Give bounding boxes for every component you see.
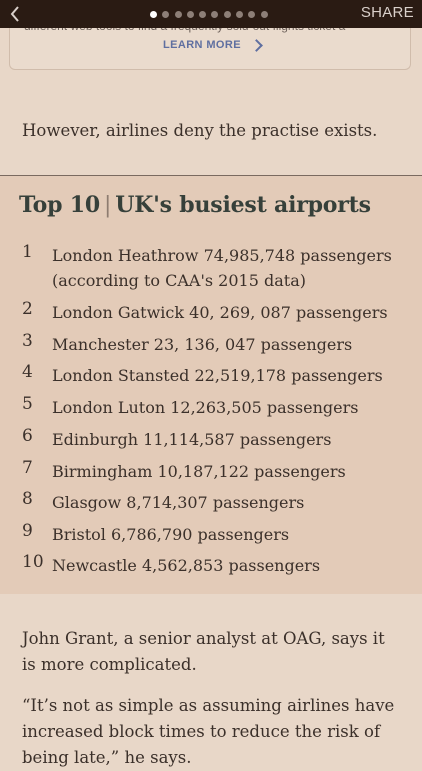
article-paragraph: However, airlines deny the practise exis…	[22, 121, 378, 140]
page-dot	[236, 11, 244, 18]
top10-entry: London Luton 12,263,505 passengers	[52, 398, 359, 417]
top-bar: SHARE	[0, 0, 422, 28]
top10-rank: 7	[22, 458, 33, 478]
top10-entry: London Heathrow 74,985,748 passengers (a…	[52, 246, 392, 290]
top10-entry: Birmingham 10,187,122 passengers	[52, 462, 346, 481]
top10-rank: 6	[22, 426, 33, 446]
top10-rank: 2	[22, 299, 33, 319]
back-button[interactable]	[2, 0, 28, 28]
top10-rank: 1	[22, 242, 33, 262]
top10-box: Top 10 | UK's busiest airports 1 London Hea…	[0, 175, 422, 594]
chevron-left-icon	[10, 6, 19, 22]
top10-entry: London Gatwick 40, 269, 087 passengers	[52, 303, 388, 322]
top10-title-separator: |	[103, 193, 112, 218]
top10-entry: Edinburgh 11,114,587 passengers	[52, 430, 332, 449]
top10-entry: Manchester 23, 136, 047 passengers	[52, 335, 353, 354]
top10-title-main: Top 10	[19, 192, 100, 218]
top10-entry: Newcastle 4,562,853 passengers	[52, 556, 321, 575]
page-dot	[174, 11, 182, 18]
top10-title-sub: UK's busiest airports	[115, 192, 371, 218]
top10-title: Top 10 | UK's busiest airports	[19, 192, 371, 218]
top10-rank: 10	[22, 552, 44, 572]
top10-rank: 5	[22, 394, 33, 414]
page-dot	[260, 11, 268, 18]
learn-more-link[interactable]: LEARN MORE	[163, 38, 263, 52]
page-indicator	[150, 11, 268, 18]
top10-entry: Glasgow 8,714,307 passengers	[52, 493, 305, 512]
top10-entry: Bristol 6,786,790 passengers	[52, 525, 290, 544]
top10-entry: London Stansted 22,519,178 passengers	[52, 366, 383, 385]
top10-rank: 9	[22, 521, 33, 541]
page-dot	[199, 11, 207, 18]
article-paragraph: “It’s not as simple as assuming airlines…	[22, 696, 395, 767]
top10-rank: 3	[22, 331, 33, 351]
page-dot	[248, 11, 256, 18]
chevron-right-icon	[250, 38, 263, 52]
top10-rank: 4	[22, 362, 33, 382]
learn-more-label: LEARN MORE	[163, 39, 241, 51]
page-dot	[186, 11, 194, 18]
article-paragraph: John Grant, a senior analyst at OAG, say…	[22, 629, 385, 674]
page-dot	[162, 11, 170, 18]
top10-rank: 8	[22, 489, 33, 509]
page-dot	[150, 11, 157, 18]
page-dot	[223, 11, 231, 18]
share-button[interactable]: SHARE	[360, 4, 414, 21]
page-dot	[211, 11, 219, 18]
